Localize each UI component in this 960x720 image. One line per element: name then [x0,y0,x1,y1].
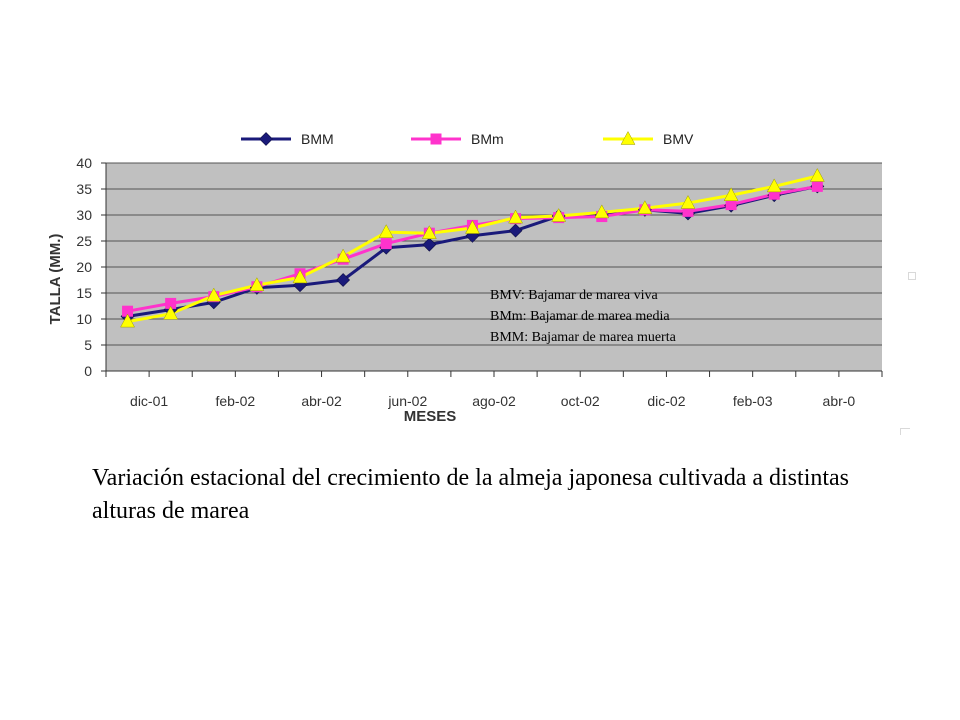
legend-label-bmv: BMV [663,131,694,147]
faded-figure-caption: gura 4. Variación estacional del crecimi… [26,444,605,445]
y-axis-title: TALLA (MM.) [47,234,64,325]
legend-label-bmm: BMM [301,131,334,147]
x-tick-label: feb-03 [733,393,773,409]
line-chart: 0 5 10 15 20 25 30 35 40 dic-01 feb-02 abr-02 jun-02… [26,130,883,445]
x-tick-label: abr-02 [301,393,342,409]
y-tick-label: 0 [84,363,92,379]
y-tick-label: 40 [76,155,92,171]
data-point-bmm [768,188,780,200]
data-point-bmm [336,273,351,287]
data-point-bmv [421,225,437,239]
chart-figure: 0 5 10 15 20 25 30 35 40 dic-01 feb-02 abr-02 jun-02… [26,85,910,445]
data-point-bmv [335,248,351,263]
legend-label-bmm: BMm [471,131,504,147]
data-point-bmm [165,297,177,309]
y-tick-label: 30 [76,207,92,223]
y-tick-label: 35 [76,181,92,197]
y-tick-label: 20 [76,259,92,275]
data-point-bmm [422,237,437,252]
x-tick-label: oct-02 [561,393,600,409]
data-point-bmm [725,199,737,211]
data-point-bmm [682,205,694,217]
data-point-bmv [680,195,696,209]
data-point-bmv [120,313,135,328]
data-point-bmv [723,187,739,201]
x-tick-label: dic-01 [130,393,168,409]
y-tick-label: 25 [76,233,92,249]
legend-marker-bmm [259,132,273,146]
data-point-bmv [508,209,523,224]
data-point-bmm [380,238,392,250]
x-axis-title: MESES [404,408,457,425]
data-point-bmv [594,204,610,219]
legend-marker-bmv [620,130,636,145]
x-tick-label: jun-02 [387,393,427,409]
data-point-bmv [465,219,480,234]
annotation-text: BMm: Bajamar de marea media [490,309,670,324]
legend-marker-bmm [430,133,442,145]
x-tick-label: ago-02 [472,393,516,409]
y-tick-label: 15 [76,285,92,301]
x-tick-label: abr-0 [823,393,856,409]
slide-caption: Variación estacional del crecimiento de … [92,465,850,524]
data-point-bmv [292,269,308,284]
data-point-bmv [378,224,394,238]
data-point-bmv [163,305,179,320]
data-point-bmv [809,167,825,182]
data-point-bmm [811,180,823,192]
y-tick-label: 5 [84,337,92,353]
data-point-bmv [637,200,653,214]
data-point-bmv [206,287,222,302]
data-point-bmm [508,223,523,238]
resize-handle [908,272,916,280]
data-point-bmv [249,277,265,291]
corner-handle [900,428,910,435]
x-tick-label: dic-02 [647,393,685,409]
annotation-text: BMV: Bajamar de marea viva [490,288,658,303]
data-point-bmv [551,208,567,222]
x-tick-label: feb-02 [215,393,255,409]
y-tick-label: 10 [76,311,92,327]
data-point-bmv [766,178,782,193]
data-point-bmm [122,305,134,317]
annotation-text: BMM: Bajamar de marea muerta [490,330,677,345]
